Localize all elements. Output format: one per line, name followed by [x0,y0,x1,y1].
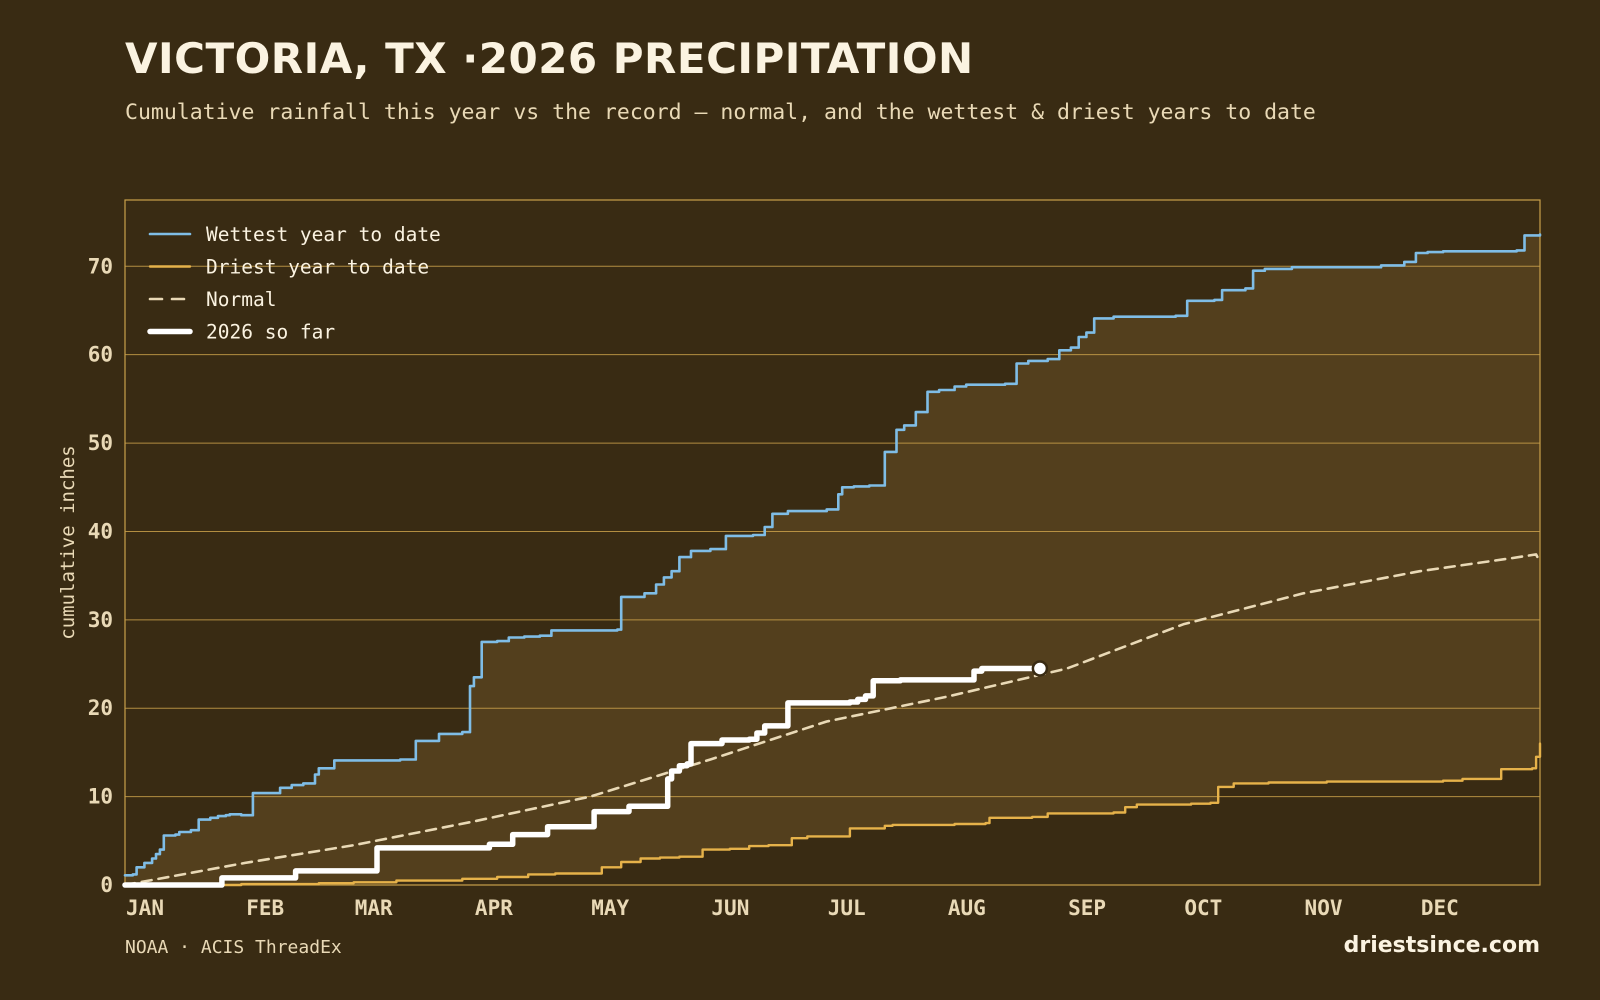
series-line-normal [123,553,1542,887]
y-tick-label: 70 [88,254,113,278]
legend-label-normal: Normal [206,288,276,311]
x-tick-label: DEC [1421,896,1459,920]
site-brand: driestsince.com [1343,933,1540,958]
data-source: NOAA · ACIS ThreadEx [125,937,342,958]
x-tick-label: APR [475,896,513,920]
chart-subtitle: Cumulative rainfall this year vs the rec… [125,100,1316,125]
current-year-marker [1031,660,1049,677]
series-line-driest [123,742,1542,887]
x-tick-label: JUN [711,896,749,920]
series-line-current [122,665,1043,888]
x-tick-label: JUL [828,896,866,920]
chart-title: VICTORIA, TX ·2026 PRECIPITATION [125,34,974,83]
x-tick-label: NOV [1305,896,1343,920]
legend-label-current: 2026 so far [206,321,335,344]
legend-label-driest: Driest year to date [206,256,429,279]
y-axis-label: cumulative inches [57,445,79,639]
x-tick-label: OCT [1184,896,1222,920]
x-tick-label: FEB [246,896,284,920]
legend-label-wettest: Wettest year to date [206,223,441,246]
y-tick-label: 10 [88,785,113,809]
y-tick-label: 20 [88,696,113,720]
x-tick-label: MAR [355,896,393,920]
x-tick-label: AUG [948,896,986,920]
y-tick-label: 40 [88,519,113,543]
y-tick-label: 30 [88,608,113,632]
x-tick-label: JAN [126,896,164,920]
series-line-wettest [123,233,1542,877]
x-tick-label: SEP [1068,896,1106,920]
y-tick-label: 50 [88,431,113,455]
record-range-band [125,234,1540,885]
y-tick-label: 60 [88,343,113,367]
y-tick-label: 0 [100,873,113,897]
plot-frame [124,199,1541,886]
x-tick-label: MAY [591,896,629,920]
